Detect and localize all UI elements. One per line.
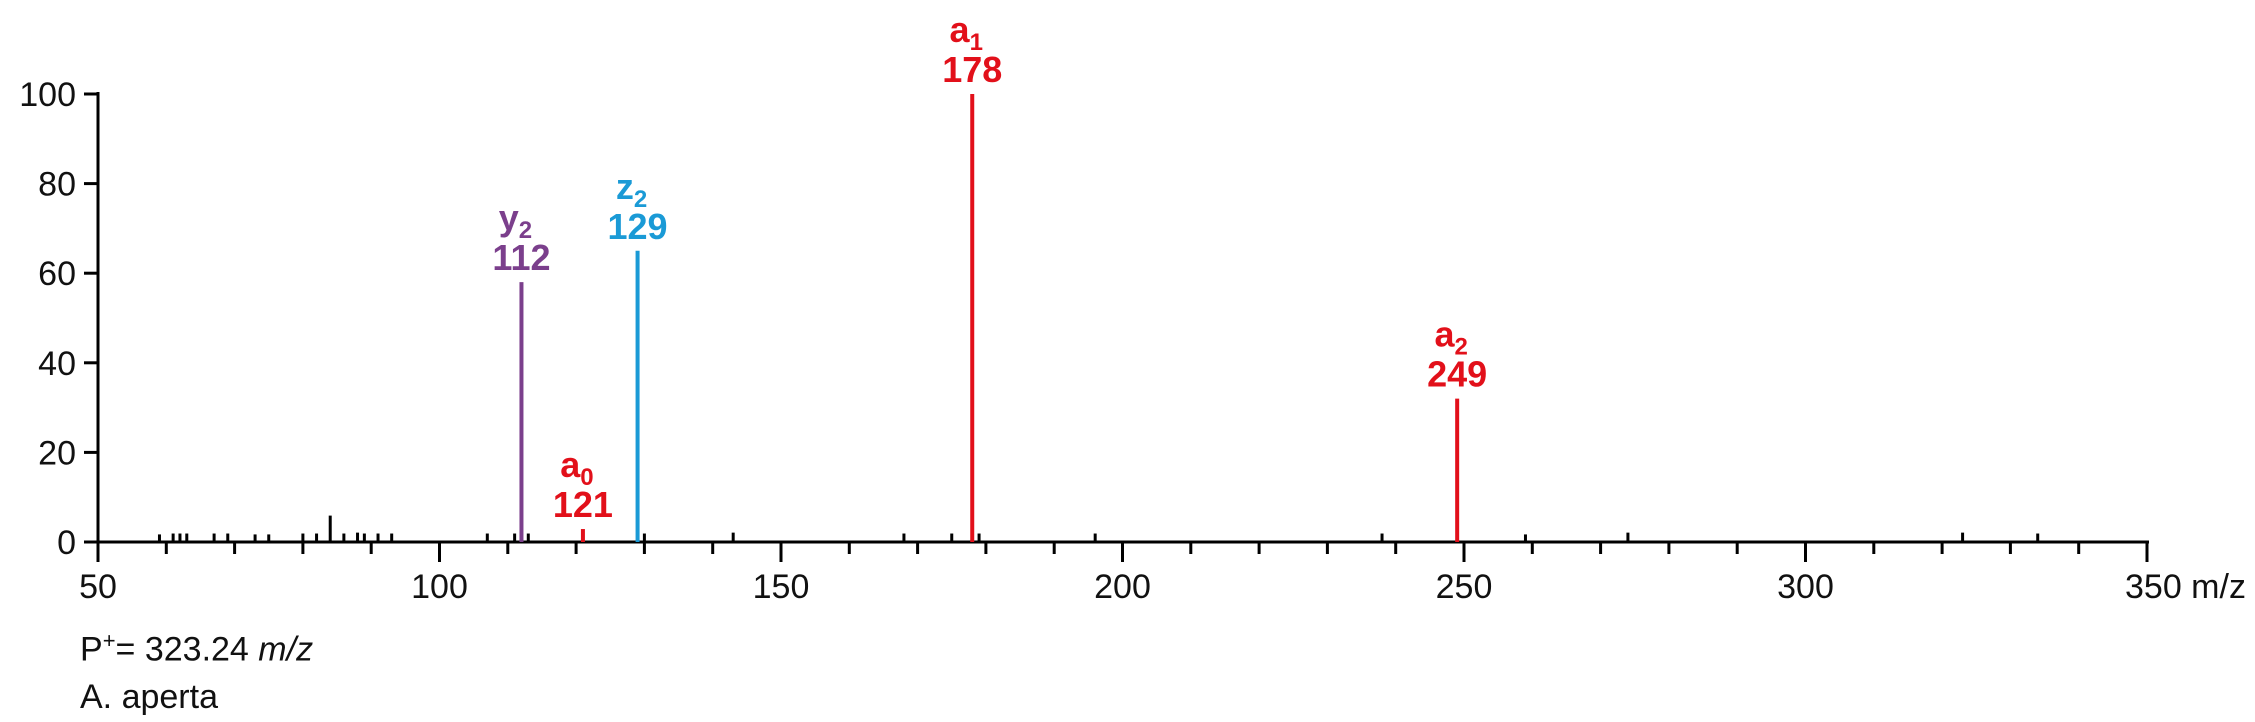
- peak-mz-label: 129: [608, 206, 668, 247]
- peak-ion-label: a1: [950, 9, 983, 56]
- ion-index: 2: [519, 217, 532, 244]
- ion-type: a: [560, 444, 581, 485]
- ion-index: 0: [580, 464, 593, 491]
- y-axis: 0 20 40 60 80 100: [19, 76, 100, 562]
- precursor-unit: m/z: [258, 630, 314, 669]
- ion-index: 2: [634, 186, 647, 213]
- y-tick-label: 80: [38, 166, 76, 204]
- ion-index: 1: [970, 29, 983, 56]
- x-tick-label: 250: [1436, 568, 1493, 606]
- peak-mz-label: 121: [553, 484, 613, 525]
- precursor-prefix: P: [80, 630, 103, 669]
- precursor-charge: +: [102, 628, 116, 653]
- peak-ion-label: a2: [1434, 314, 1467, 361]
- peak-ion-label: z2: [616, 166, 647, 213]
- peak-mz-label: 178: [942, 49, 1002, 90]
- y-tick-label: 20: [38, 434, 76, 472]
- x-tick-label: 350 m/z: [2125, 568, 2246, 606]
- y-tick-label: 0: [57, 524, 76, 562]
- precursor-value: = 323.24: [115, 630, 259, 669]
- y-tick-label: 100: [19, 76, 76, 114]
- peak-ion-label: a0: [560, 444, 593, 491]
- x-tick-label: 100: [411, 568, 468, 606]
- ion-type: z: [616, 166, 634, 207]
- minor-peaks: [157, 515, 2040, 542]
- ion-type: y: [499, 197, 519, 238]
- peak-mz-label: 112: [492, 237, 550, 278]
- ion-type: a: [950, 9, 971, 50]
- x-tick-label: 300: [1777, 568, 1834, 606]
- y-tick-label: 60: [38, 255, 76, 293]
- peak-ion-label: y2: [499, 197, 532, 244]
- x-tick-label: 150: [753, 568, 810, 606]
- precursor-mass-label: P+= 323.24 m/z: [80, 628, 313, 669]
- y-tick-label: 40: [38, 345, 76, 383]
- species-name: A. aperta: [80, 678, 218, 716]
- x-tick-label: 50: [79, 568, 117, 606]
- ion-index: 2: [1455, 334, 1468, 361]
- x-tick-label: 200: [1094, 568, 1151, 606]
- peak-mz-label: 249: [1427, 354, 1487, 395]
- x-axis: 50 100 150 200 250 300 350 m/z: [79, 540, 2246, 606]
- ion-type: a: [1434, 314, 1455, 355]
